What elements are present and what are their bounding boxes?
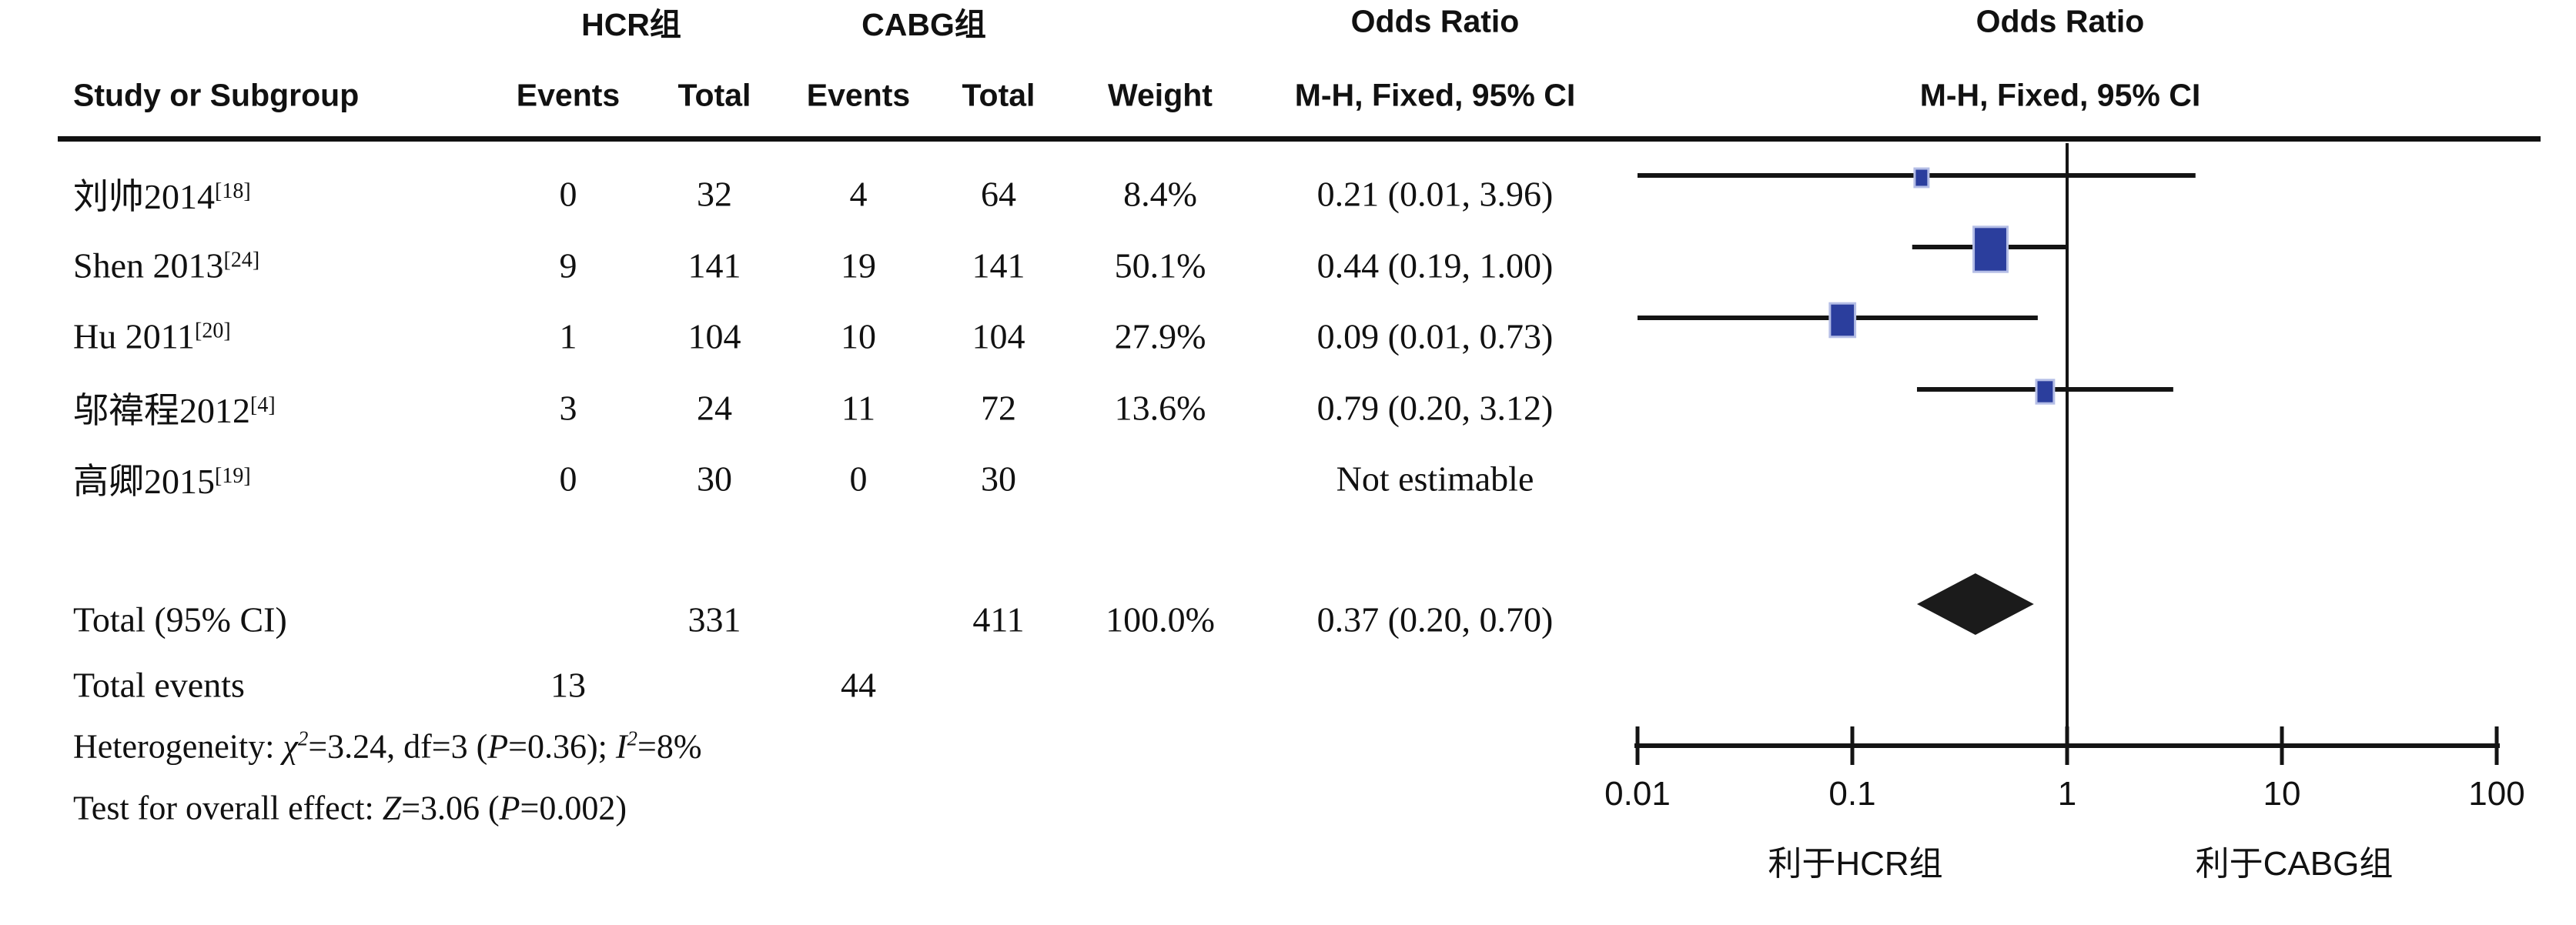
weight-cell: 50.1% — [1114, 245, 1206, 286]
header-divider-rule — [58, 136, 2541, 142]
stats-text-segment: =3.06 ( — [401, 789, 500, 827]
odds-ratio-col-header: Odds Ratio — [1350, 3, 1520, 39]
weight-col-header: Weight — [1108, 77, 1213, 113]
ci-text-cell: 0.21 (0.01, 3.96) — [1316, 174, 1554, 214]
hcr-total-cell: 141 — [687, 245, 741, 286]
stats-text-segment: =3.24, df=3 ( — [308, 727, 488, 766]
cabg-total-cell: 64 — [981, 174, 1016, 214]
study-name: 刘帅2014[18] — [73, 177, 251, 216]
study-ref-superscript: [24] — [223, 248, 260, 272]
or-weight-square — [2035, 379, 2056, 405]
axis-tick-label: 0.01 — [1604, 775, 1671, 813]
stats-text-segment: Z — [382, 789, 402, 827]
hcr-events-cell: 0 — [559, 459, 577, 499]
cabg-total-cell: 141 — [972, 245, 1025, 286]
cabg-events-cell: 11 — [841, 388, 876, 428]
hcr-events-col-header: Events — [516, 77, 621, 113]
hcr-events-cell: 9 — [559, 245, 577, 286]
stats-text-segment: =0.002) — [520, 789, 627, 827]
or-weight-square — [1828, 302, 1857, 339]
favours-hcr-label: 利于HCR组 — [1768, 845, 1943, 883]
cabg-events-cell: 0 — [849, 459, 868, 499]
hcr-total-col-header: Total — [677, 77, 751, 113]
method-plot-header: M-H, Fixed, 95% CI — [1919, 77, 2201, 113]
study-ref-superscript: [18] — [215, 179, 251, 203]
group-header-cabg: CABG组 — [861, 7, 986, 42]
axis-tick — [1850, 726, 1855, 765]
axis-tick-label: 100 — [2468, 775, 2525, 813]
axis-tick — [2494, 726, 2499, 765]
stats-text-segment: =8% — [637, 727, 702, 766]
stats-superscript: 2 — [297, 726, 309, 750]
total-hcr-total: 331 — [687, 599, 741, 639]
weight-cell: 8.4% — [1123, 174, 1197, 214]
cabg-total-col-header: Total — [962, 77, 1035, 113]
total-events-label: Total events — [73, 665, 245, 705]
study-ref-superscript: [19] — [215, 464, 251, 488]
axis-tick-label: 10 — [2263, 775, 2301, 813]
study-name: Shen 2013[24] — [73, 245, 260, 286]
study-name: 高卿2015[19] — [73, 462, 251, 501]
ci-text-cell: 0.79 (0.20, 3.12) — [1316, 388, 1554, 428]
hcr-total-cell: 32 — [697, 174, 732, 214]
axis-tick — [1635, 726, 1640, 765]
cabg-events-col-header: Events — [806, 77, 911, 113]
total-ci-text: 0.37 (0.20, 0.70) — [1316, 599, 1554, 639]
odds-ratio-plot-header: Odds Ratio — [1975, 3, 2145, 39]
cabg-events-cell: 4 — [849, 174, 868, 214]
axis-tick-label: 1 — [2057, 775, 2077, 813]
stats-text-segment: =0.36); — [508, 727, 616, 766]
total-cabg-total: 411 — [972, 599, 1025, 639]
cabg-total-cell: 72 — [981, 388, 1016, 428]
overall-effect-stats: Test for overall effect: Z=3.06 (P=0.002… — [73, 789, 627, 828]
stats-text-segment: P — [499, 789, 520, 827]
stats-superscript: 2 — [627, 726, 638, 750]
total-weight: 100.0% — [1106, 599, 1215, 639]
ci-text-cell: 0.44 (0.19, 1.00) — [1316, 245, 1554, 286]
ci-text-cell: 0.09 (0.01, 0.73) — [1316, 316, 1554, 356]
stats-text-segment: I — [615, 727, 627, 766]
study-name: 邬禕程2012[4] — [73, 391, 276, 430]
summary-diamond — [1916, 573, 2034, 635]
total-events-hcr: 13 — [550, 665, 586, 705]
hcr-total-cell: 104 — [687, 316, 741, 356]
favours-cabg-label: 利于CABG组 — [2195, 845, 2394, 883]
stats-text-segment: Heterogeneity: — [73, 727, 283, 766]
hcr-events-cell: 3 — [559, 388, 577, 428]
ci-text-cell: Not estimable — [1336, 459, 1534, 499]
axis-tick-label: 0.1 — [1828, 775, 1876, 813]
stats-text-segment: χ — [283, 727, 298, 766]
study-name: Hu 2011[20] — [73, 316, 231, 356]
cabg-total-cell: 104 — [972, 316, 1025, 356]
axis-tick — [2280, 726, 2284, 765]
or-weight-square — [1913, 167, 1930, 189]
method-col-header: M-H, Fixed, 95% CI — [1294, 77, 1576, 113]
hcr-total-cell: 24 — [697, 388, 732, 428]
hcr-events-cell: 1 — [559, 316, 577, 356]
cabg-events-cell: 10 — [841, 316, 876, 356]
cabg-total-cell: 30 — [981, 459, 1016, 499]
group-header-hcr: HCR组 — [581, 7, 681, 42]
weight-cell: 27.9% — [1114, 316, 1206, 356]
study-col-header: Study or Subgroup — [73, 77, 360, 113]
study-ref-superscript: [4] — [250, 393, 276, 417]
total-row-label: Total (95% CI) — [73, 599, 287, 639]
stats-text-segment: Test for overall effect: — [73, 789, 383, 827]
null-effect-line — [2066, 143, 2069, 746]
weight-cell: 13.6% — [1114, 388, 1206, 428]
study-ref-superscript: [20] — [195, 319, 231, 343]
or-weight-square — [1972, 225, 2009, 273]
cabg-events-cell: 19 — [841, 245, 876, 286]
hcr-events-cell: 0 — [559, 174, 577, 214]
heterogeneity-stats: Heterogeneity: χ2=3.24, df=3 (P=0.36); I… — [73, 727, 701, 766]
hcr-total-cell: 30 — [697, 459, 732, 499]
total-events-cabg: 44 — [841, 665, 876, 705]
stats-text-segment: P — [487, 727, 509, 766]
axis-tick — [2065, 726, 2069, 765]
